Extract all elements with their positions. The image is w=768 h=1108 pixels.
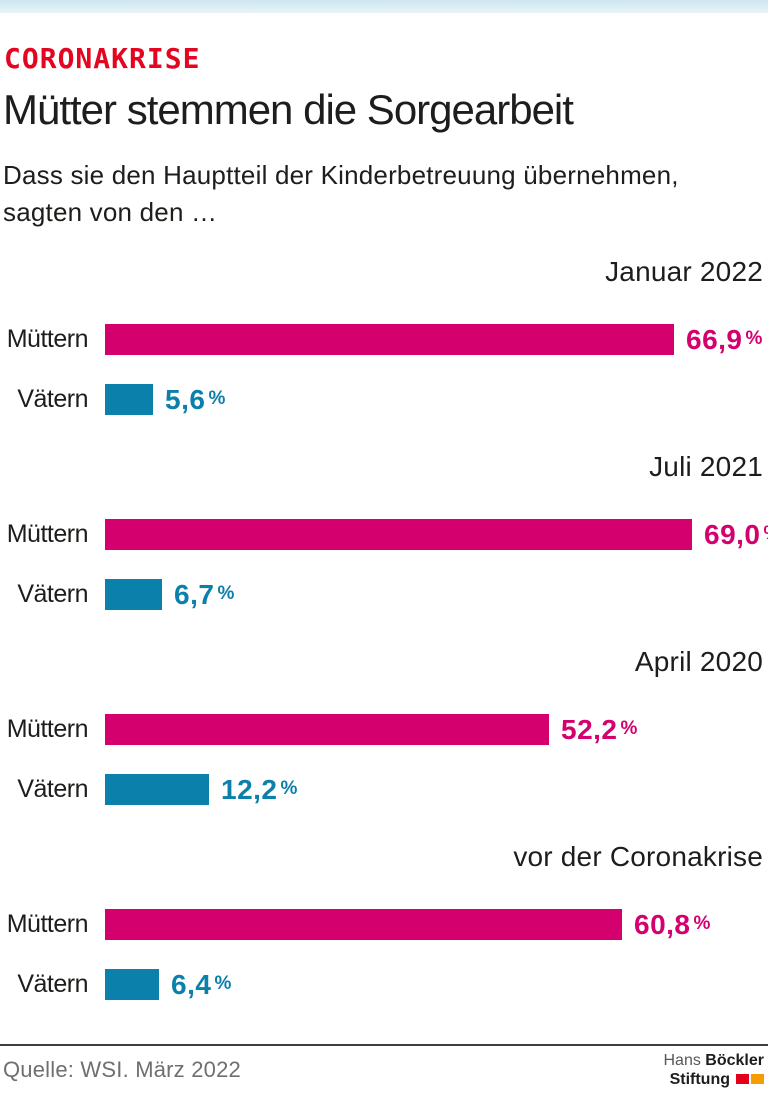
- fathers-bar: [105, 384, 153, 415]
- kicker: CORONAKRISE: [4, 42, 201, 75]
- category-label: Müttern: [6, 715, 89, 743]
- value-label: 5,6%: [165, 383, 226, 415]
- category-label: Vätern: [17, 580, 88, 608]
- subtitle-line-1: Dass sie den Hauptteil der Kinderbetreuu…: [3, 160, 679, 190]
- bar-row: Vätern 6,4%: [0, 969, 768, 1000]
- category-label: Vätern: [17, 775, 88, 803]
- fathers-bar: [105, 579, 162, 610]
- value-label: 52,2%: [561, 713, 638, 745]
- chart-group-4: vor der Coronakrise Müttern 60,8% Vätern 6,4…: [0, 841, 768, 1016]
- value-label: 69,0%: [704, 518, 768, 550]
- bar-row: Müttern 69,0%: [0, 519, 768, 550]
- logo-line-1: Hans Böckler: [663, 1051, 764, 1070]
- category-label: Vätern: [17, 385, 88, 413]
- fathers-bar: [105, 774, 209, 805]
- mothers-bar: [105, 519, 692, 550]
- value-label: 12,2%: [221, 773, 298, 805]
- group-period-label: April 2020: [634, 646, 763, 677]
- source-text: Quelle: WSI. März 2022: [3, 1057, 241, 1082]
- mothers-bar: [105, 909, 622, 940]
- logo-hans-text: Hans: [663, 1052, 701, 1069]
- group-period-label: Januar 2022: [605, 256, 763, 287]
- category-label: Vätern: [17, 970, 88, 998]
- bar-row: Vätern 6,7%: [0, 579, 768, 610]
- chart-group-3: April 2020 Müttern 52,2% Vätern 12,2%: [0, 646, 768, 821]
- mothers-bar: [105, 324, 674, 355]
- bar-chart: Januar 2022 Müttern 66,9% Vätern 5,6% Juli 20…: [0, 256, 768, 1016]
- bar-row: Vätern 12,2%: [0, 774, 768, 805]
- value-label: 6,7%: [174, 578, 235, 610]
- fathers-bar: [105, 969, 159, 1000]
- logo-red-square: [736, 1074, 749, 1084]
- category-label: Müttern: [6, 520, 89, 548]
- logo-boeckler-text: Böckler: [705, 1052, 764, 1069]
- group-period-label: Juli 2021: [649, 451, 763, 482]
- logo-line-2: Stiftung: [663, 1070, 764, 1089]
- subtitle: Dass sie den Hauptteil der Kinderbetreuu…: [3, 157, 679, 231]
- group-period-label: vor der Coronakrise: [513, 841, 763, 872]
- logo-orange-square: [751, 1074, 764, 1084]
- bar-row: Müttern 60,8%: [0, 909, 768, 940]
- mothers-bar: [105, 714, 549, 745]
- subtitle-line-2: sagten von den …: [3, 197, 218, 227]
- bar-row: Müttern 52,2%: [0, 714, 768, 745]
- category-label: Müttern: [6, 910, 89, 938]
- bar-row: Vätern 5,6%: [0, 384, 768, 415]
- value-label: 6,4%: [171, 968, 232, 1000]
- bar-row: Müttern 66,9%: [0, 324, 768, 355]
- footer-divider: [0, 1044, 768, 1046]
- chart-group-2: Juli 2021 Müttern 69,0% Vätern 6,7%: [0, 451, 768, 626]
- hans-boeckler-logo: Hans Böckler Stiftung: [663, 1051, 764, 1089]
- category-label: Müttern: [6, 325, 89, 353]
- top-accent-bar: [0, 0, 768, 13]
- value-label: 66,9%: [686, 323, 763, 355]
- logo-stiftung-text: Stiftung: [669, 1071, 730, 1088]
- page-title: Mütter stemmen die Sorgearbeit: [3, 86, 574, 133]
- value-label: 60,8%: [634, 908, 711, 940]
- chart-group-1: Januar 2022 Müttern 66,9% Vätern 5,6%: [0, 256, 768, 431]
